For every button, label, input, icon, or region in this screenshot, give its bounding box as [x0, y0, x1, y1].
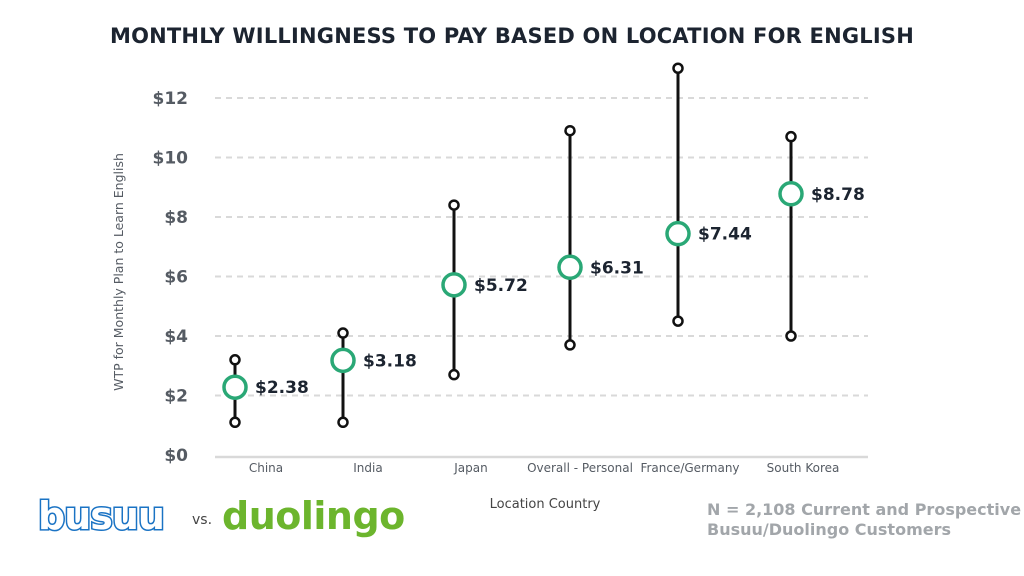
x-axis-label: Location Country — [489, 497, 601, 512]
x-axis-ticks: China India Japan Overall - Personal France/… — [249, 461, 840, 475]
vs-text: vs. — [192, 512, 213, 528]
median-marker — [441, 272, 467, 298]
y-tick-label: $6 — [164, 268, 188, 288]
range-high-dot — [337, 327, 349, 339]
range-high-dot — [448, 199, 460, 211]
range-high-dot — [229, 354, 241, 366]
range-item: $2.38 — [222, 354, 309, 429]
y-tick-label: $10 — [153, 149, 189, 169]
median-marker — [665, 220, 691, 247]
median-marker — [557, 254, 583, 281]
range-series: $2.38 $3.18 $5.72 $6.31 $7.44 $8.78 — [222, 62, 865, 429]
y-axis-ticks: $0 $2 $4 $6 $8 $10 $12 — [153, 89, 189, 466]
range-low-dot — [785, 330, 797, 342]
range-low-dot — [672, 315, 684, 327]
median-marker — [330, 347, 356, 374]
median-value-label: $8.78 — [811, 185, 865, 205]
range-item: $8.78 — [778, 130, 865, 342]
median-value-label: $5.72 — [474, 276, 528, 296]
range-low-dot — [337, 416, 349, 429]
median-marker — [222, 374, 248, 400]
range-high-dot — [564, 124, 576, 137]
sample-size-note: N = 2,108 Current and Prospective Busuu/… — [707, 500, 1021, 540]
note-line-2: Busuu/Duolingo Customers — [707, 520, 952, 539]
range-high-dot — [672, 62, 684, 74]
x-tick-label: Overall - Personal — [527, 461, 633, 475]
median-value-label: $3.18 — [363, 351, 417, 371]
median-value-label: $7.44 — [698, 225, 752, 245]
x-tick-label: China — [249, 461, 283, 475]
median-value-label: $6.31 — [590, 258, 644, 278]
range-high-dot — [785, 130, 797, 143]
x-tick-label: France/Germany — [640, 461, 739, 475]
x-tick-label: India — [353, 461, 382, 475]
y-tick-label: $12 — [153, 89, 189, 109]
y-tick-label: $2 — [164, 387, 188, 407]
range-item: $3.18 — [330, 327, 417, 429]
gridlines — [215, 97, 868, 397]
y-tick-label: $0 — [164, 446, 188, 466]
range-item: $7.44 — [665, 62, 752, 327]
chart-title: MONTHLY WILLINGNESS TO PAY BASED ON LOCA… — [109, 24, 914, 48]
range-item: $5.72 — [441, 199, 528, 381]
x-tick-label: South Korea — [767, 461, 840, 475]
range-low-dot — [229, 416, 241, 429]
range-low-dot — [564, 339, 576, 351]
median-value-label: $2.38 — [255, 378, 309, 398]
median-marker — [778, 181, 804, 207]
y-axis-label: WTP for Monthly Plan to Learn English — [111, 153, 126, 391]
note-line-1: N = 2,108 Current and Prospective — [707, 500, 1022, 519]
range-item: $6.31 — [557, 124, 644, 351]
x-tick-label: Japan — [453, 461, 487, 475]
duolingo-logo: duolingo — [222, 494, 405, 538]
y-tick-label: $4 — [164, 327, 188, 347]
range-low-dot — [448, 368, 460, 381]
y-tick-label: $8 — [164, 208, 188, 228]
busuu-logo: busuu — [37, 493, 167, 540]
